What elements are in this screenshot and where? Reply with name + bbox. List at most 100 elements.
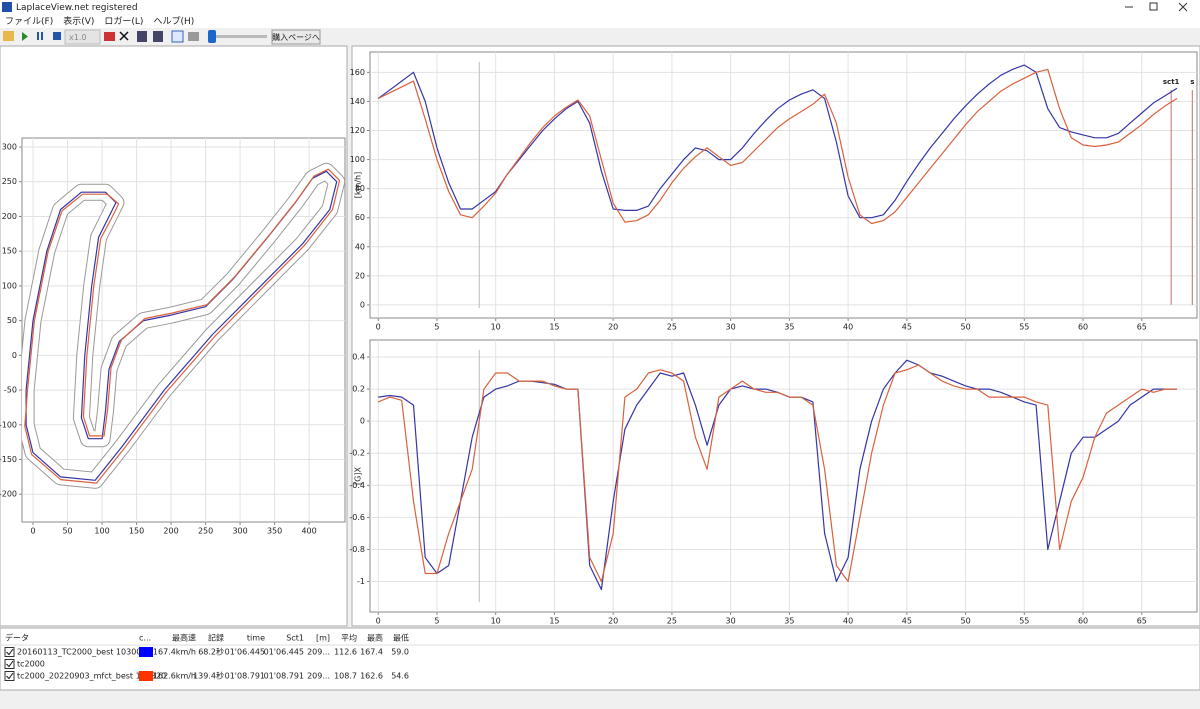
y-tick-label: 60 bbox=[355, 213, 365, 222]
pause-icon[interactable] bbox=[37, 32, 39, 40]
check-mark bbox=[6, 660, 14, 668]
close[interactable] bbox=[1178, 2, 1188, 12]
pause-icon[interactable] bbox=[41, 32, 43, 40]
x-tick-label: 150 bbox=[129, 527, 144, 536]
column-header: 最低 bbox=[393, 633, 409, 643]
color-swatch bbox=[139, 647, 153, 657]
cell: 139.4秒 bbox=[193, 671, 224, 681]
y-tick-label: 50 bbox=[7, 316, 17, 325]
cell: 54.6 bbox=[391, 672, 409, 681]
x-tick-label: 30 bbox=[726, 617, 736, 626]
cell: 108.7 bbox=[334, 672, 357, 681]
cell: 01'08.791 bbox=[264, 672, 304, 681]
x-tick-label: 20 bbox=[608, 323, 618, 332]
row-checkbox[interactable] bbox=[4, 647, 15, 657]
play-icon[interactable] bbox=[22, 32, 28, 41]
cell: 167.4km/h bbox=[153, 648, 196, 657]
x-tick-label: 250 bbox=[198, 527, 213, 536]
y-tick-label: 0 bbox=[360, 300, 365, 309]
x-tick-label: 200 bbox=[163, 527, 178, 536]
row-checkbox[interactable] bbox=[4, 671, 15, 681]
x-tick-label: 40 bbox=[843, 617, 853, 626]
x-tick-label: 100 bbox=[94, 527, 109, 536]
cell: 209... bbox=[307, 648, 330, 657]
y-tick-label: -0.6 bbox=[349, 513, 365, 522]
delete-icon[interactable] bbox=[119, 31, 129, 41]
x-tick-label: 25 bbox=[667, 323, 677, 332]
tool-icon[interactable] bbox=[137, 31, 147, 42]
x-tick-label: 10 bbox=[491, 617, 501, 626]
x-tick-label: 0 bbox=[376, 323, 381, 332]
y-tick-label: 160 bbox=[350, 68, 365, 77]
x-tick-label: 35 bbox=[784, 323, 794, 332]
x-tick-label: 5 bbox=[434, 617, 439, 626]
series-group bbox=[377, 64, 1178, 225]
x-tick-label: 30 bbox=[726, 323, 736, 332]
cell: 112.6 bbox=[334, 648, 357, 657]
x-tick-label: 20 bbox=[608, 617, 618, 626]
series-line bbox=[377, 68, 1178, 225]
chart-icon[interactable] bbox=[171, 30, 184, 43]
series-group bbox=[377, 359, 1177, 591]
series-line bbox=[25, 170, 338, 481]
x-tick-label: 45 bbox=[902, 323, 912, 332]
stop-icon[interactable] bbox=[53, 32, 61, 40]
tool-icon[interactable] bbox=[104, 32, 115, 41]
window-title: LaplaceView.net registered bbox=[16, 3, 138, 13]
buy-button[interactable] bbox=[271, 29, 321, 45]
menu-item[interactable]: ロガー(L) bbox=[104, 16, 143, 27]
column-header: [m] bbox=[316, 634, 330, 643]
y-tick-label: 100 bbox=[350, 155, 365, 164]
x-tick-label: 40 bbox=[843, 323, 853, 332]
maximize[interactable] bbox=[1149, 2, 1158, 11]
title-bar bbox=[0, 0, 1200, 14]
color-swatch bbox=[139, 671, 153, 681]
x-tick-label: 65 bbox=[1137, 323, 1147, 332]
row-checkbox[interactable] bbox=[4, 659, 15, 669]
x-tick-label: 350 bbox=[267, 527, 282, 536]
column-header: 最高 bbox=[367, 633, 383, 643]
menu-item[interactable]: ファイル(F) bbox=[5, 17, 53, 27]
open-icon[interactable] bbox=[3, 31, 14, 41]
y-tick-label: 80 bbox=[355, 184, 365, 193]
y-tick-label: 120 bbox=[350, 126, 365, 135]
menu-item[interactable]: ヘルプ(H) bbox=[153, 16, 194, 27]
speed-value: x1.0 bbox=[69, 33, 86, 42]
x-tick-label: 35 bbox=[784, 617, 794, 626]
buy-button-label: 購入ページへ bbox=[272, 32, 320, 42]
tool-icon[interactable] bbox=[153, 31, 163, 42]
y-tick-label: 40 bbox=[355, 242, 365, 251]
check-mark bbox=[6, 672, 14, 680]
cell: 01'06.445 bbox=[225, 648, 265, 657]
sector-label: s bbox=[1190, 78, 1194, 86]
column-header: 最高速 bbox=[172, 633, 196, 643]
x-tick-label: 45 bbox=[902, 617, 912, 626]
x-tick-label: 50 bbox=[960, 323, 970, 332]
y-axis-label: [km/h] bbox=[354, 172, 363, 198]
x-tick-label: 0 bbox=[30, 527, 35, 536]
x-tick-label: 50 bbox=[62, 527, 72, 536]
x-tick-label: 15 bbox=[549, 323, 559, 332]
series-line bbox=[24, 168, 341, 484]
column-header: 記録 bbox=[208, 633, 224, 643]
y-tick-label: -150 bbox=[0, 455, 17, 464]
column-header: time bbox=[247, 634, 265, 643]
plot-area bbox=[369, 339, 1198, 613]
column-header: 平均 bbox=[341, 633, 357, 643]
sector-label: sct1 bbox=[1163, 78, 1180, 86]
speed-select[interactable] bbox=[64, 29, 101, 45]
camera-icon[interactable] bbox=[188, 32, 199, 41]
y-tick-label: 0 bbox=[360, 417, 365, 426]
y-tick-label: 0 bbox=[12, 351, 17, 360]
slider-thumb[interactable] bbox=[208, 30, 216, 43]
y-tick-label: -0.2 bbox=[349, 449, 365, 458]
cell: 01'08.791 bbox=[225, 672, 265, 681]
cell: 209... bbox=[307, 672, 330, 681]
app-icon bbox=[2, 2, 12, 12]
cell: 59.0 bbox=[391, 648, 409, 657]
menu-item[interactable]: 表示(V) bbox=[63, 15, 94, 27]
x-tick-label: 0 bbox=[376, 617, 381, 626]
row-name: tc2000_20220903_mfct_best 101320 bbox=[17, 672, 166, 681]
x-tick-label: 60 bbox=[1078, 617, 1088, 626]
y-tick-label: -0.4 bbox=[349, 481, 365, 490]
